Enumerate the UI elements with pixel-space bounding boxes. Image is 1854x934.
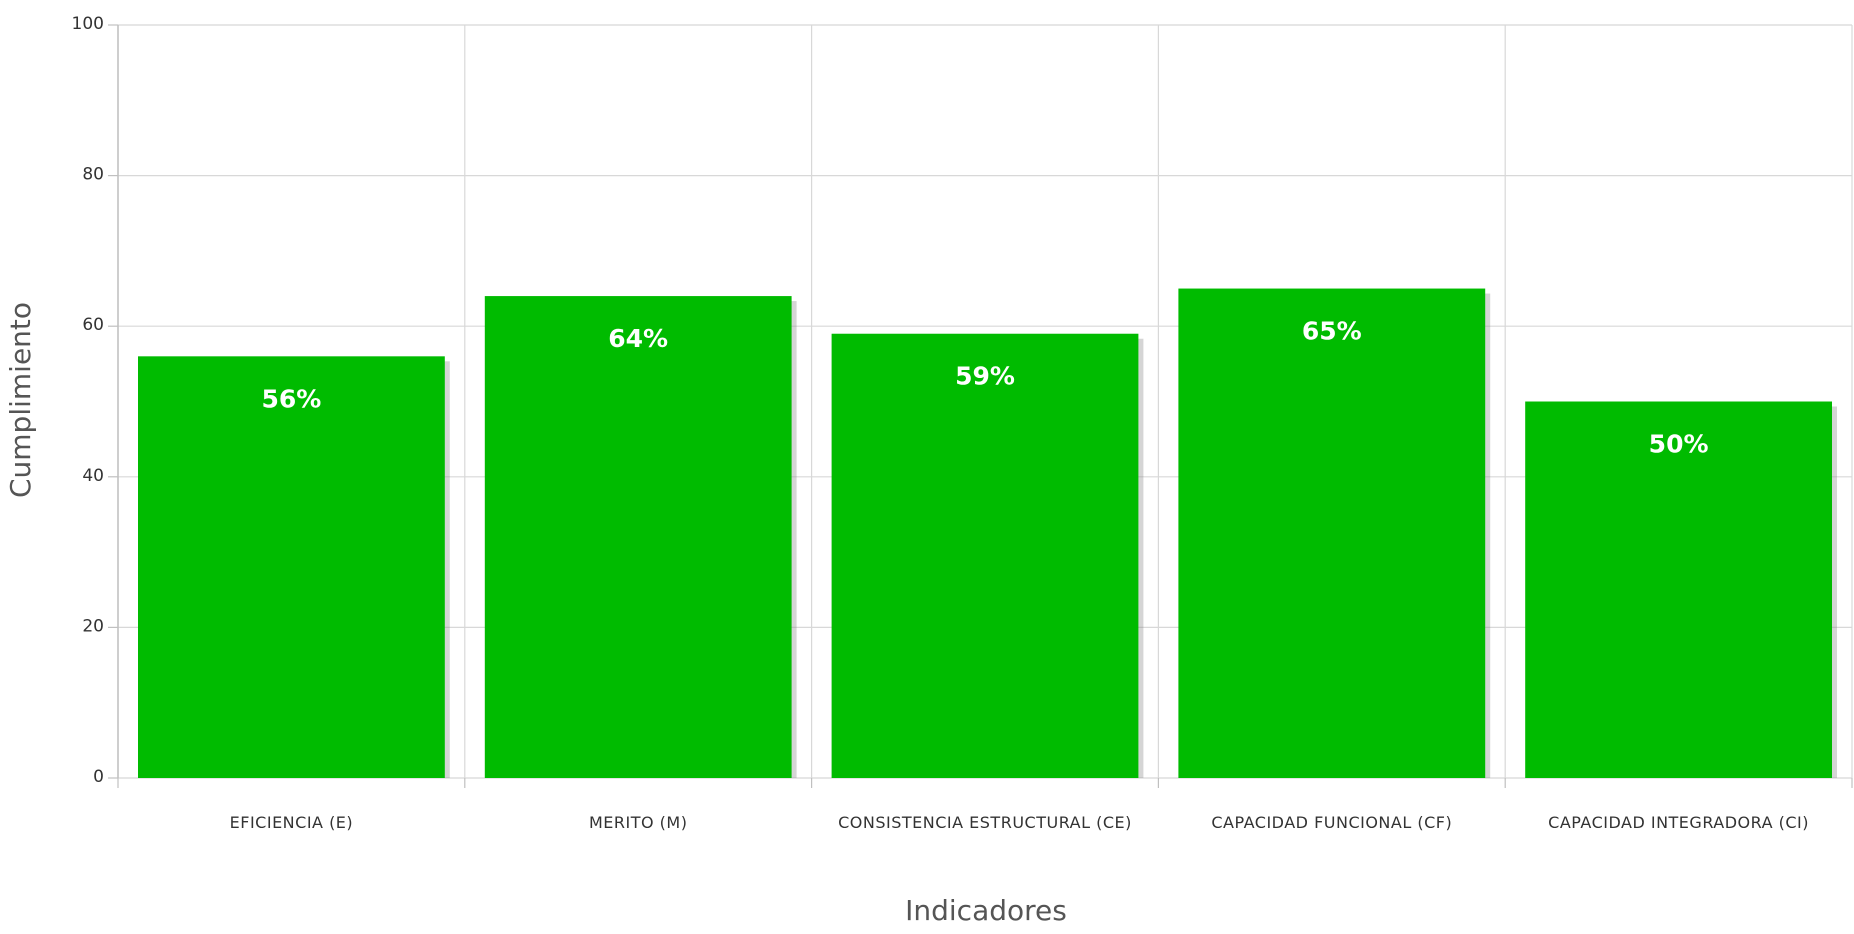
bar-value-label: 56%: [261, 384, 321, 413]
y-axis-title: Cumplimiento: [4, 302, 37, 498]
bars: 56% 64% 59% 65% 50%: [138, 288, 1837, 778]
y-tick-label: 40: [82, 466, 104, 486]
bar: [138, 356, 445, 778]
x-tick-label: MERITO (M): [589, 813, 688, 832]
x-tick-label: EFICIENCIA (E): [230, 813, 354, 832]
x-tick-label: CAPACIDAD INTEGRADORA (CI): [1548, 813, 1809, 832]
bar-value-label: 64%: [608, 324, 668, 353]
bar-value-label: 65%: [1302, 317, 1362, 346]
bar: [1178, 288, 1486, 778]
axes: 0 20 40 60 80 100 EFICIENCIA (E) MERITO (M) CONS…: [72, 14, 1853, 832]
y-tick-label: 100: [72, 14, 104, 34]
y-tick-label: 20: [82, 616, 104, 636]
bar: [831, 333, 1139, 778]
x-tick-label: CONSISTENCIA ESTRUCTURAL (CE): [838, 813, 1132, 832]
bar-value-label: 50%: [1649, 430, 1709, 459]
x-axis-title: Indicadores: [905, 894, 1067, 927]
bar: [484, 296, 792, 778]
bar: [1525, 401, 1832, 778]
y-tick-label: 80: [82, 165, 104, 185]
y-tick-label: 60: [82, 315, 104, 335]
x-tick-label: CAPACIDAD FUNCIONAL (CF): [1211, 813, 1452, 832]
bar-value-label: 59%: [955, 362, 1015, 391]
y-tick-label: 0: [93, 767, 104, 787]
